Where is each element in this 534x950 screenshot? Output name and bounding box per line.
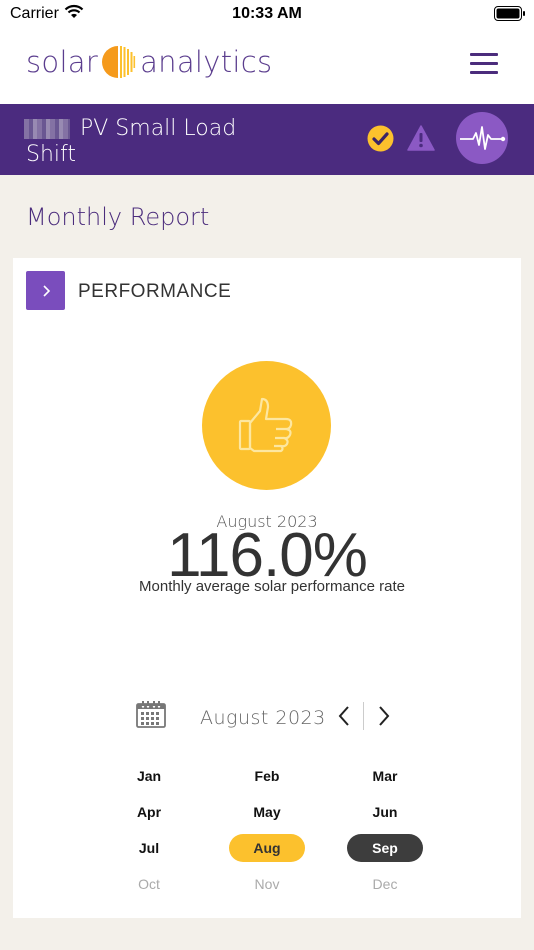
performance-caption: Monthly average solar performance rate [139, 578, 405, 595]
hamburger-menu-button[interactable] [470, 53, 500, 75]
sun-logo-icon [102, 46, 136, 78]
redacted-site-id [24, 119, 70, 139]
section-title: PERFORMANCE [78, 281, 232, 302]
month-sep-highlighted[interactable]: Sep [347, 834, 423, 862]
page-title: Monthly Report [26, 203, 210, 231]
solar-analytics-logo: solar analytics [26, 42, 272, 82]
month-jan[interactable]: Jan [136, 768, 162, 784]
previous-month-button[interactable] [331, 702, 357, 730]
menu-line [470, 71, 498, 74]
menu-line [470, 62, 498, 65]
performance-value: 116.0% [167, 521, 368, 590]
month-row: Apr May Jun [111, 794, 423, 830]
month-jun[interactable]: Jun [372, 804, 398, 820]
month-mar[interactable]: Mar [372, 768, 398, 784]
month-feb[interactable]: Feb [254, 768, 280, 784]
chevron-left-icon [338, 706, 349, 726]
month-dec-disabled: Dec [372, 876, 398, 892]
expand-section-button[interactable] [26, 271, 65, 310]
selected-month-label: August 2023 [200, 707, 326, 729]
chevron-right-icon [379, 706, 390, 726]
warning-icon[interactable] [407, 125, 435, 151]
picker-divider [363, 702, 364, 730]
month-grid: Jan Feb Mar Apr May Jun Jul Aug Sep Oct … [111, 758, 423, 902]
month-may[interactable]: May [253, 804, 281, 820]
month-row: Jul Aug Sep [111, 830, 423, 866]
heartbeat-icon [460, 126, 506, 150]
thumbs-up-badge [202, 361, 331, 490]
month-oct-disabled: Oct [138, 876, 160, 892]
logo-text-left: solar [26, 45, 99, 79]
thumbs-up-icon [238, 397, 292, 452]
calendar-icon[interactable] [136, 700, 166, 728]
menu-line [470, 53, 498, 56]
battery-icon [494, 6, 525, 21]
month-row: Oct Nov Dec [111, 866, 423, 902]
chevron-right-icon [42, 284, 50, 297]
report-month: August 2023 [216, 512, 318, 531]
site-name-line2: Shift [26, 142, 77, 167]
month-apr[interactable]: Apr [136, 804, 162, 820]
month-jul[interactable]: Jul [138, 840, 160, 856]
status-bar: Carrier 10:33 AM [0, 0, 534, 28]
carrier-label: Carrier [10, 5, 59, 22]
month-aug-selected[interactable]: Aug [229, 834, 305, 862]
site-name-line1: PV Small Load [80, 116, 237, 141]
month-row: Jan Feb Mar [111, 758, 423, 794]
site-banner: PV Small Load Shift [0, 104, 534, 175]
pulse-monitor-button[interactable] [456, 112, 508, 164]
clock: 10:33 AM [232, 5, 302, 22]
month-nov-disabled: Nov [254, 876, 280, 892]
wifi-icon [64, 4, 84, 18]
performance-card: PERFORMANCE August 2023 116.0% Monthly a… [13, 258, 521, 918]
logo-text-right: analytics [140, 45, 273, 79]
check-circle-icon[interactable] [367, 125, 394, 152]
app-header: solar analytics [0, 28, 534, 104]
next-month-button[interactable] [371, 702, 397, 730]
